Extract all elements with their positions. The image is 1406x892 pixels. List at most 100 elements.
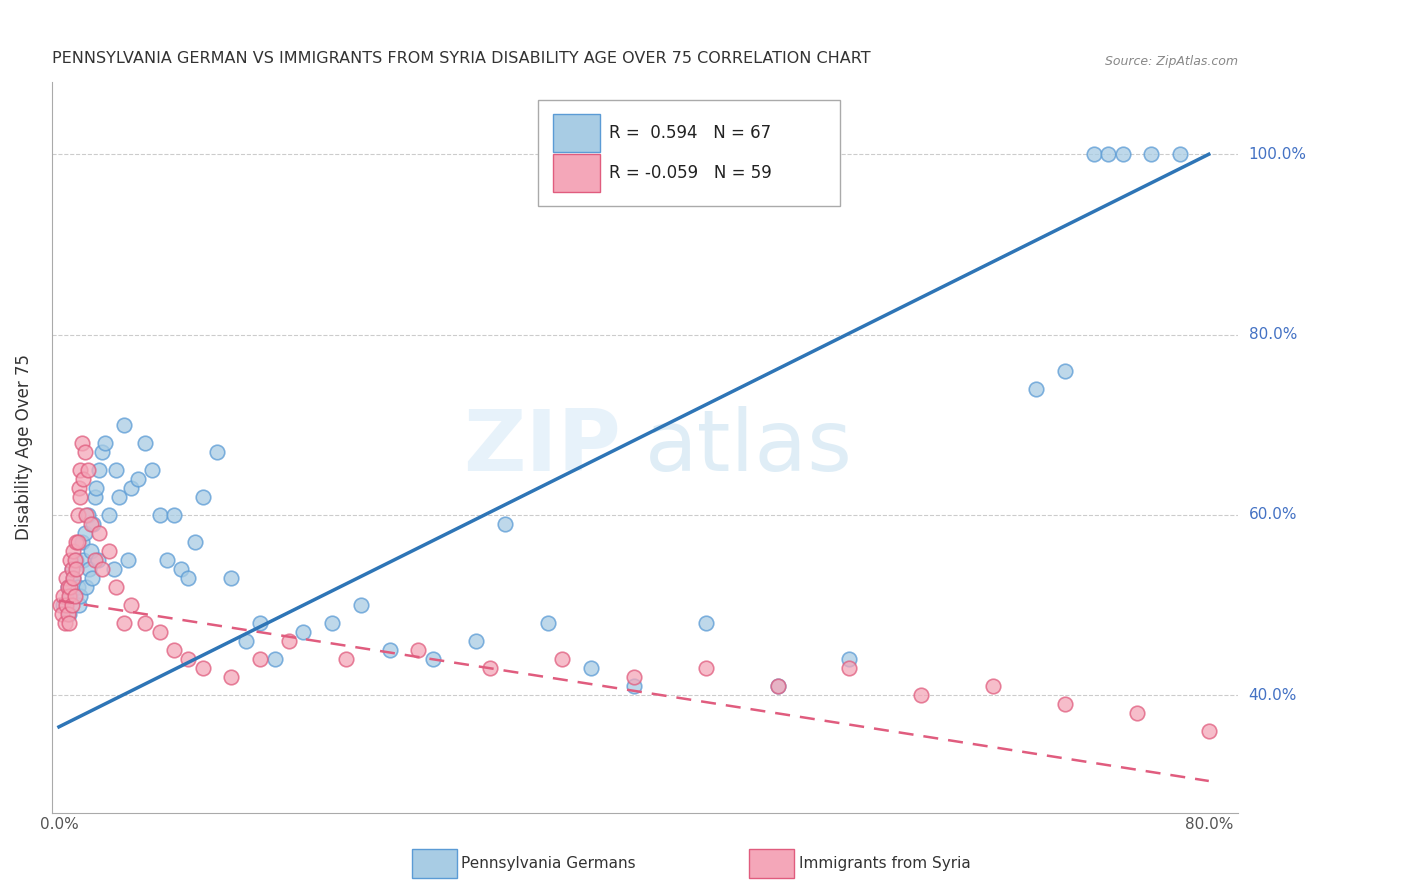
Point: [321, 616, 343, 631]
Text: 60.0%: 60.0%: [1249, 508, 1298, 523]
Point: [249, 616, 271, 631]
Point: [73, 526, 96, 541]
Point: [62, 571, 84, 585]
Point: [1168, 147, 1191, 161]
Point: [1054, 364, 1077, 378]
Point: [141, 463, 163, 477]
Point: [184, 535, 207, 549]
Point: [695, 616, 717, 631]
Point: [98, 544, 121, 558]
Point: [59, 553, 82, 567]
Point: [91, 562, 114, 576]
Point: [536, 616, 558, 631]
Point: [83, 553, 105, 567]
Point: [105, 580, 128, 594]
Point: [117, 553, 139, 567]
Point: [56, 580, 79, 594]
Point: [148, 508, 170, 522]
Point: [623, 670, 645, 684]
Point: [80, 571, 103, 585]
Point: [910, 688, 932, 702]
Point: [981, 679, 1004, 693]
Point: [1198, 724, 1220, 739]
Text: Pennsylvania Germans: Pennsylvania Germans: [461, 856, 636, 871]
Point: [91, 445, 114, 459]
Point: [60, 598, 83, 612]
Point: [79, 544, 101, 558]
Point: [89, 526, 111, 541]
Point: [75, 508, 97, 522]
Point: [62, 544, 84, 558]
Point: [59, 589, 82, 603]
Point: [108, 490, 131, 504]
Point: [58, 589, 80, 603]
Point: [87, 553, 110, 567]
Point: [66, 580, 89, 594]
Point: [70, 435, 93, 450]
Point: [163, 643, 186, 657]
Point: [134, 435, 156, 450]
Point: [1126, 706, 1149, 721]
Point: [263, 652, 285, 666]
Point: [52, 589, 75, 603]
Point: [191, 490, 214, 504]
Point: [838, 652, 860, 666]
Point: [59, 580, 82, 594]
Point: [406, 643, 429, 657]
Point: [1054, 698, 1077, 712]
Point: [120, 598, 142, 612]
Point: [56, 607, 79, 622]
Point: [1111, 147, 1133, 161]
Point: [62, 571, 84, 585]
Point: [292, 625, 315, 640]
Text: 100.0%: 100.0%: [1249, 147, 1306, 161]
Point: [378, 643, 401, 657]
Point: [1140, 147, 1163, 161]
Point: [94, 435, 117, 450]
Point: [766, 679, 789, 693]
Point: [177, 652, 200, 666]
Point: [177, 571, 200, 585]
Text: R =  0.594   N = 67: R = 0.594 N = 67: [609, 123, 772, 142]
Point: [163, 508, 186, 522]
Point: [63, 553, 86, 567]
Point: [89, 463, 111, 477]
Point: [58, 607, 80, 622]
Point: [63, 589, 86, 603]
Point: [134, 616, 156, 631]
Point: [127, 472, 149, 486]
Point: [120, 481, 142, 495]
Point: [112, 417, 135, 432]
Point: [84, 481, 107, 495]
Point: [112, 616, 135, 631]
Point: [72, 553, 94, 567]
FancyBboxPatch shape: [538, 101, 841, 206]
Point: [49, 598, 72, 612]
Text: 40.0%: 40.0%: [1249, 688, 1296, 703]
Point: [67, 598, 90, 612]
Point: [623, 679, 645, 693]
Point: [1097, 147, 1119, 161]
FancyBboxPatch shape: [554, 113, 599, 152]
Point: [191, 661, 214, 675]
Point: [350, 598, 373, 612]
Point: [60, 562, 83, 576]
FancyBboxPatch shape: [554, 154, 599, 193]
Point: [838, 661, 860, 675]
Point: [67, 481, 90, 495]
Point: [55, 571, 77, 585]
Point: [75, 580, 97, 594]
Point: [82, 516, 104, 531]
Point: [65, 553, 87, 567]
Point: [464, 634, 486, 648]
Text: Source: ZipAtlas.com: Source: ZipAtlas.com: [1105, 54, 1237, 68]
Point: [103, 562, 125, 576]
Point: [83, 490, 105, 504]
Point: [66, 535, 89, 549]
Point: [69, 490, 91, 504]
Point: [579, 661, 602, 675]
Point: [73, 445, 96, 459]
Point: [58, 616, 80, 631]
Point: [65, 535, 87, 549]
Text: Immigrants from Syria: Immigrants from Syria: [799, 856, 970, 871]
